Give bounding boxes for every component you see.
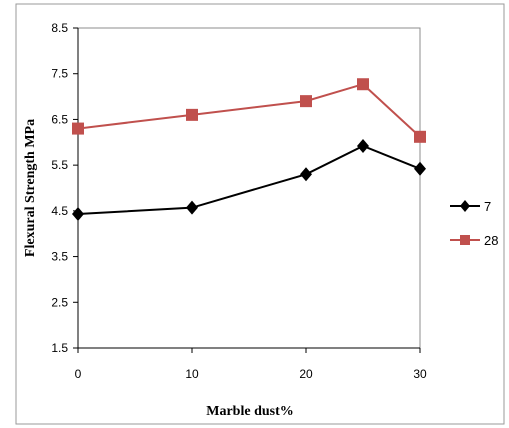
y-tick-label: 7.5: [51, 67, 68, 81]
y-tick-label: 4.5: [51, 204, 68, 218]
series-28-point: [357, 78, 369, 91]
chart-area-border: [15, 3, 505, 425]
axes-ticks: 1.5 2.5 3.5 4.5 5.5 6.5 7.5 8.5 0 10 20 30: [51, 21, 427, 381]
y-tick-label: 6.5: [51, 112, 68, 126]
data-series: [72, 78, 426, 222]
x-tick-label: 30: [413, 367, 427, 381]
series-28-point: [186, 108, 198, 121]
series-7-point: [300, 167, 312, 182]
legend: 7 28: [450, 199, 498, 248]
y-tick-label: 3.5: [51, 250, 68, 264]
y-tick-label: 8.5: [51, 21, 68, 35]
y-tick-label: 5.5: [51, 158, 68, 172]
y-tick-label: 1.5: [51, 341, 68, 355]
legend-swatch-marker: [460, 235, 470, 245]
series-7-point: [414, 161, 426, 176]
series-7-point: [186, 200, 198, 215]
y-tick-label: 2.5: [51, 295, 68, 309]
x-tick-label: 20: [299, 367, 313, 381]
series-7-point: [357, 138, 369, 153]
legend-label: 7: [484, 199, 491, 214]
series-28-point: [414, 130, 426, 143]
legend-label: 28: [484, 233, 498, 248]
y-axis-title: Flexural Strength MPa: [23, 119, 38, 257]
series-7-point: [72, 207, 84, 222]
series-28-point: [300, 95, 312, 108]
legend-swatch-marker: [460, 200, 470, 212]
x-axis-title: Marble dust%: [206, 404, 294, 419]
x-tick-label: 10: [185, 367, 199, 381]
x-tick-label: 0: [75, 367, 82, 381]
series-28-point: [72, 122, 84, 135]
